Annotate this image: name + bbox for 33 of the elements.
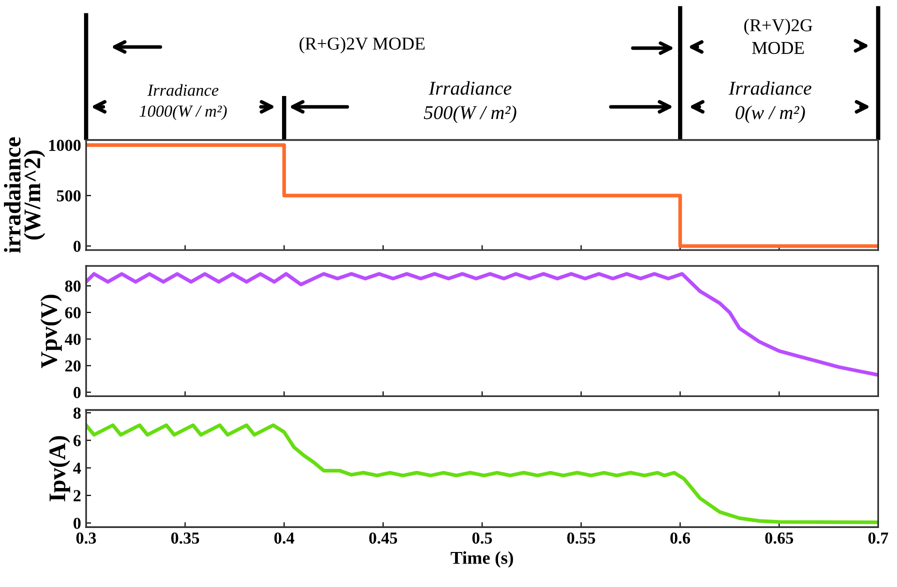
text: Irradiance 0(w / m²) [728, 81, 812, 124]
x-axis-title: Time (s) [450, 551, 514, 568]
x-tick-label: 0.3 [76, 532, 96, 544]
x-tick-label: 0.55 [567, 532, 596, 544]
text: Irradiance 1000(W / m²) [140, 84, 227, 120]
y-axis-title: irradaiance (W/m^2) [4, 137, 46, 253]
text: (R+V)2G MODE [744, 18, 812, 54]
y-tick-label: 6 [73, 435, 81, 446]
y-tick-label: 40 [64, 334, 81, 345]
y-tick-label: 2 [74, 490, 81, 502]
x-tick-label: 0.4 [274, 532, 294, 544]
y-tick-label: 0 [74, 518, 81, 529]
y-tick-label: 8 [73, 407, 81, 419]
x-tick-label: 0.65 [765, 532, 794, 544]
y-axis-title: Ipv(A) [48, 436, 70, 502]
x-tick-label: 0.45 [369, 532, 398, 544]
x-tick-label: 0.6 [670, 532, 690, 544]
y-tick-label: 0 [74, 386, 81, 398]
y-tick-label: 60 [65, 307, 81, 318]
y-tick-label: 0 [74, 240, 81, 252]
text: (R+G)2V MODE [300, 37, 425, 54]
x-tick-label: 0.7 [868, 532, 888, 544]
y-tick-label: 80 [65, 280, 81, 292]
line-series [86, 272, 878, 377]
x-tick-label: 0.35 [171, 532, 200, 544]
y-tick-label: 500 [56, 190, 81, 202]
y-tick-label: 20 [65, 360, 81, 372]
line-series [86, 423, 878, 524]
y-tick-label: 4 [73, 462, 81, 474]
y-tick-label: 1000 [49, 140, 81, 151]
text: Irradiance 500(W / m²) [424, 81, 516, 124]
x-tick-label: 0.5 [472, 532, 492, 544]
y-axis-title: Vpv(V) [40, 294, 62, 368]
